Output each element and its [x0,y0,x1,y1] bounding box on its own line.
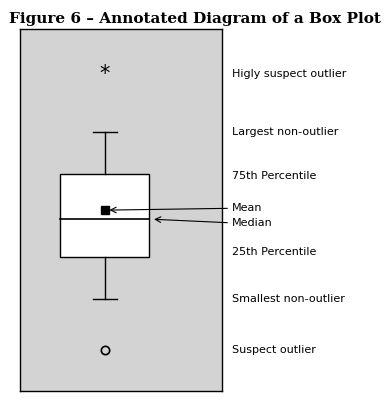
Bar [60,174,149,257]
Text: Smallest non-outlier: Smallest non-outlier [232,294,345,304]
Text: Median: Median [232,218,273,228]
Text: Largest non-outlier: Largest non-outlier [232,127,339,137]
Text: Mean: Mean [232,203,262,213]
Text: 25th Percentile: 25th Percentile [232,247,316,257]
Text: Suspect outlier: Suspect outlier [232,345,316,355]
Text: Higly suspect outlier: Higly suspect outlier [232,69,346,79]
Text: *: * [99,64,110,84]
Text: Figure 6 – Annotated Diagram of a Box Plot: Figure 6 – Annotated Diagram of a Box Pl… [9,12,381,26]
Text: 75th Percentile: 75th Percentile [232,171,316,181]
